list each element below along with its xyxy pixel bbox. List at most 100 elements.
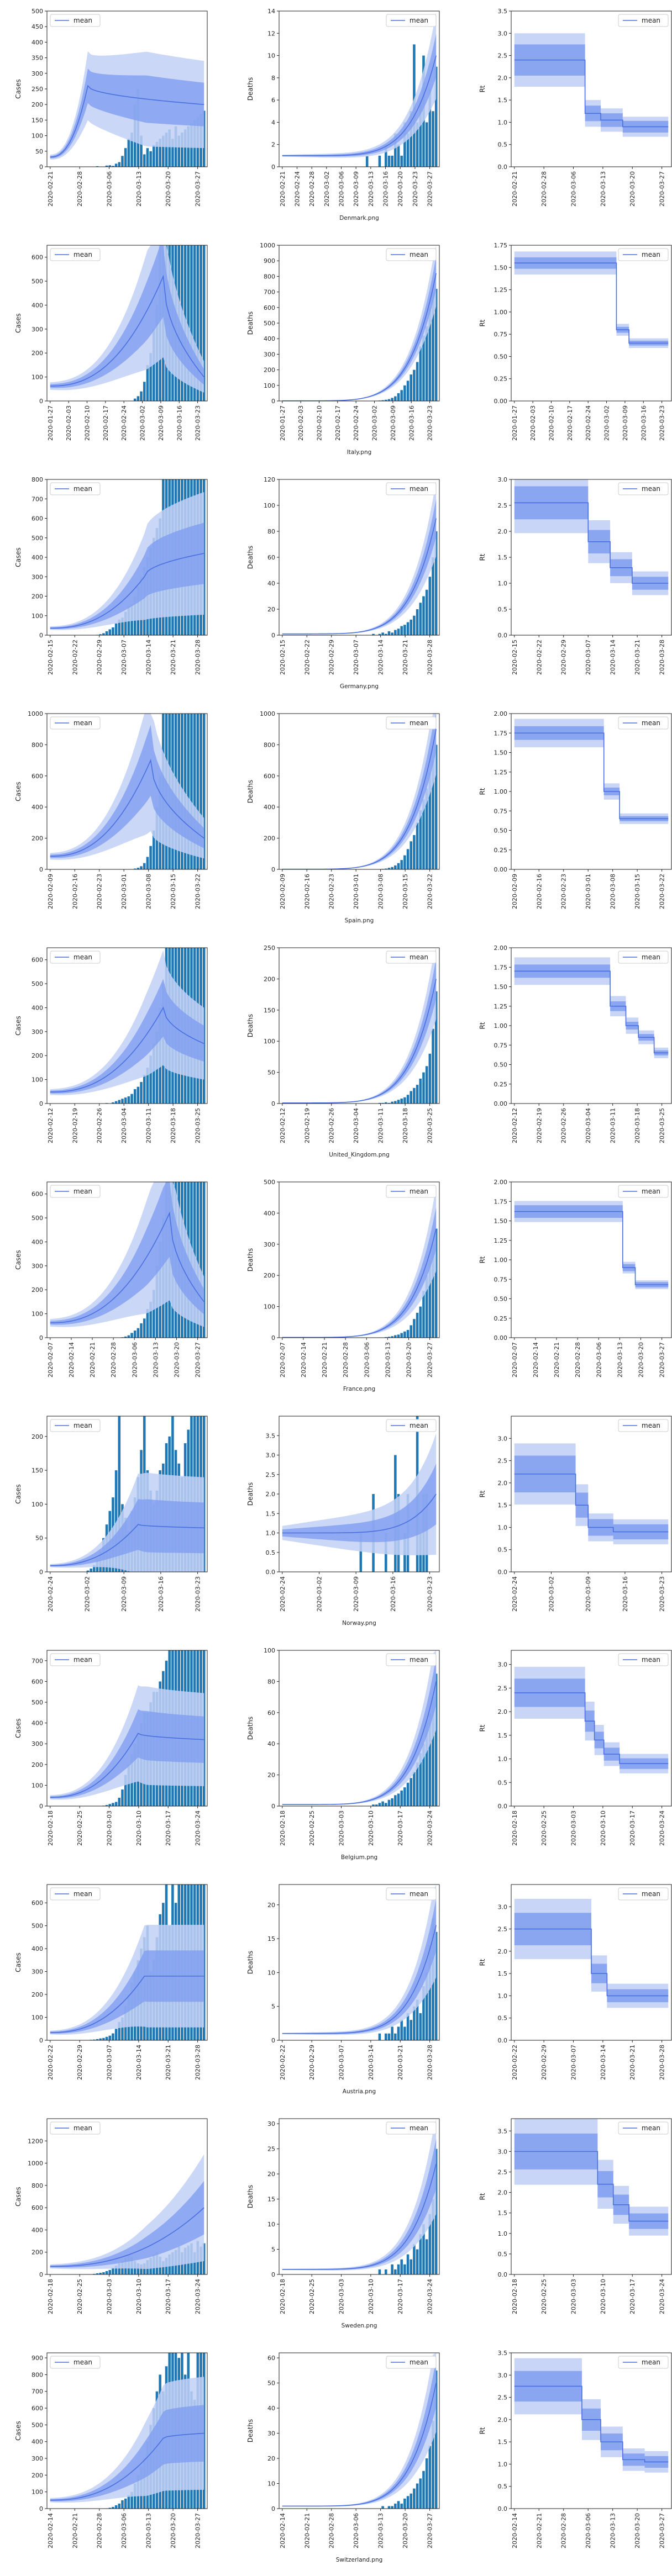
- credible-band-inner: [514, 1913, 669, 2003]
- data-bar: [171, 139, 174, 167]
- panel-deaths: 0.0 0.5 1.0 1.5 2.0 2.5 3.0 3.5 2020-02-24 2020-0…: [246, 1416, 440, 1612]
- y-tick-label: 0.5: [498, 1779, 508, 1786]
- x-tick-label: 2020-03-13: [600, 171, 607, 207]
- y-tick-label: 1.00: [494, 1022, 508, 1030]
- x-tick-label: 2020-03-14: [610, 640, 617, 675]
- y-tick-label: 100: [32, 1782, 43, 1789]
- chart-row-denmark: 0501001502002503003504004505002020-02-21…: [14, 8, 672, 221]
- data-bar: [193, 714, 196, 869]
- data-bar: [378, 2033, 381, 2040]
- legend-box: [50, 2121, 101, 2135]
- x-tick-label: 2020-02-28: [76, 171, 83, 207]
- y-tick-label: 0.5: [498, 606, 508, 613]
- data-bar: [428, 1053, 432, 1104]
- x-tick-label: 2020-02-21: [279, 171, 286, 207]
- y-tick-label: 400: [264, 335, 275, 342]
- credible-band-inner: [50, 1950, 204, 2034]
- data-bar: [108, 2035, 112, 2040]
- data-bar: [432, 2199, 434, 2274]
- data-bar: [428, 1712, 432, 1806]
- x-tick-label: 2020-03-27: [195, 2513, 202, 2548]
- y-axis-label: Cases: [14, 313, 22, 333]
- y-tick-label: 700: [264, 289, 275, 296]
- y-tick-label: 3.0: [498, 1661, 508, 1669]
- plot-area: [514, 2119, 669, 2236]
- y-tick-label: 1.75: [494, 1198, 508, 1205]
- x-tick-label: 2020-02-10: [316, 405, 323, 441]
- mean-line: [514, 502, 669, 584]
- x-tick-label: 2020-02-15: [47, 640, 54, 675]
- y-tick-label: 0: [39, 2271, 43, 2278]
- plot-area: [50, 1650, 206, 1806]
- x-tick-label: 2020-03-10: [135, 2279, 143, 2314]
- data-bar: [112, 2267, 114, 2274]
- x-tick-label: 2020-02-07: [279, 1342, 286, 1377]
- y-tick-label: 80: [267, 1678, 275, 1685]
- data-bar: [118, 1100, 121, 1104]
- data-bar: [432, 557, 434, 635]
- y-tick-label: 3.0: [498, 476, 508, 483]
- data-bar: [397, 393, 400, 401]
- data-bar: [422, 799, 425, 869]
- data-bar: [190, 714, 193, 869]
- legend-box: [618, 1653, 669, 1666]
- x-tick-label: 2020-02-24: [353, 405, 360, 441]
- data-bar: [400, 155, 403, 167]
- y-tick-label: 1.0: [498, 2230, 508, 2237]
- y-tick-label: 200: [264, 1272, 275, 1279]
- y-tick-label: 1000: [28, 710, 43, 717]
- axes-frame: [46, 1650, 208, 1807]
- x-tick-label: 2020-03-23: [412, 171, 419, 207]
- x-tick-label: 2020-02-17: [102, 405, 109, 441]
- legend: mean: [618, 14, 669, 27]
- y-tick-label: 1.0: [498, 1524, 508, 1531]
- chart-row-france: 0 100 200 300 400 500 600 2020-02-07 2020-02-14 2…: [14, 1179, 672, 1392]
- data-bar: [177, 135, 181, 167]
- y-tick-label: 250: [264, 944, 275, 952]
- data-bar: [149, 1301, 152, 1338]
- data-bar: [425, 1972, 428, 2040]
- data-bar: [406, 1782, 410, 1806]
- y-tick-label: 0.00: [494, 866, 508, 873]
- mean-line: [282, 1493, 437, 1534]
- x-tick-label: 2020-03-07: [585, 640, 592, 675]
- x-tick-label: 2020-01-27: [511, 405, 518, 441]
- panel-caption: Denmark.png: [339, 215, 379, 221]
- panel-deaths: 0 2 4 6 8 10 12 14 2020-02-21 2020-02-24 2020-02-2…: [246, 8, 440, 207]
- y-tick-label: 10: [267, 2221, 275, 2228]
- data-bar: [181, 132, 183, 167]
- y-axis-label: Cases: [14, 1250, 22, 1270]
- mean-line: [282, 55, 437, 156]
- panel-cases: 0 100 200 300 400 500 600 2020-02-12 2020-02-19 2…: [14, 947, 208, 1143]
- y-tick-label: 0: [39, 2505, 43, 2512]
- legend-label: mean: [642, 1422, 660, 1429]
- y-tick-label: 3.0: [498, 2148, 508, 2155]
- y-tick-label: 60: [267, 1709, 275, 1717]
- legend: mean: [386, 951, 437, 964]
- legend-label: mean: [642, 2358, 660, 2366]
- y-tick-label: 300: [264, 351, 275, 358]
- y-tick-label: 3.0: [498, 30, 508, 37]
- x-tick-label: 2020-02-19: [303, 1108, 311, 1143]
- data-bar: [202, 245, 206, 401]
- x-tick-label: 2020-03-02: [371, 405, 379, 441]
- x-tick-label: 2020-03-22: [659, 874, 666, 909]
- axes-frame: [511, 1884, 672, 2041]
- y-tick-label: 800: [32, 741, 43, 748]
- legend-box: [386, 1653, 437, 1666]
- plot-area: [50, 51, 206, 167]
- y-tick-label: 8: [271, 75, 275, 82]
- y-tick-label: 20: [267, 1772, 275, 1779]
- data-bar: [105, 1805, 108, 1806]
- data-bar: [112, 2506, 114, 2509]
- data-bar: [130, 2491, 133, 2509]
- x-tick-label: 2020-02-28: [574, 1342, 581, 1377]
- credible-band-outer: [514, 719, 669, 824]
- y-tick-label: 3.0: [498, 2372, 508, 2379]
- x-tick-label: 2020-02-24: [293, 171, 301, 207]
- data-bar: [413, 1319, 416, 1338]
- data-bar: [406, 1095, 410, 1104]
- plot-area: [50, 948, 206, 1104]
- y-tick-label: 3.0: [266, 1452, 276, 1459]
- data-bar: [406, 2013, 410, 2040]
